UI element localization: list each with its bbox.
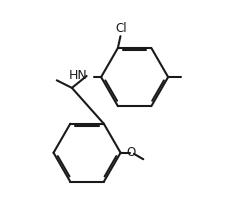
Text: O: O <box>126 146 135 159</box>
Text: Cl: Cl <box>115 22 127 35</box>
Text: HN: HN <box>68 69 87 83</box>
